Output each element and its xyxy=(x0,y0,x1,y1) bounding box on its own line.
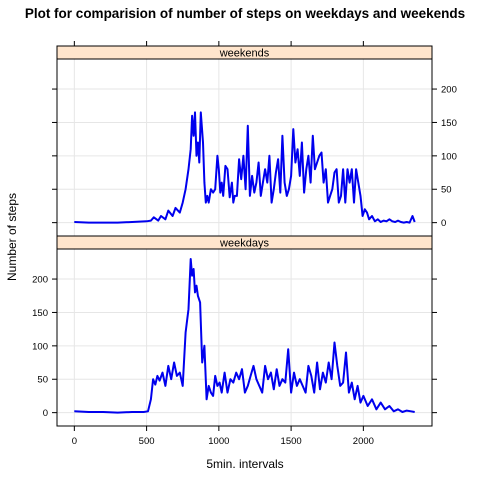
ytick-label-weekdays-200: 200 xyxy=(32,275,48,286)
panel-weekends: weekends 0 50 100 150 200 xyxy=(52,46,457,236)
ytick-label-weekdays-50: 50 xyxy=(37,375,48,386)
chart-title: Plot for comparision of number of steps … xyxy=(25,6,465,21)
ytick-label-weekends-150: 150 xyxy=(441,118,457,129)
panel-frame-weekends xyxy=(57,59,432,236)
strip-label-weekends: weekends xyxy=(219,48,270,60)
panels: weekends 0 50 100 150 200 weekdays 0 50 100 150 200… xyxy=(32,41,457,447)
ytick-label-weekdays-150: 150 xyxy=(32,308,48,319)
ytick-label-weekdays-0: 0 xyxy=(43,408,48,419)
panel-frame-weekdays xyxy=(57,249,432,426)
strip-label-weekdays: weekdays xyxy=(219,238,269,250)
y-axis-label: Number of steps xyxy=(5,193,19,281)
x-axis-label: 5min. intervals xyxy=(206,457,283,471)
ytick-label-weekends-200: 200 xyxy=(441,85,457,96)
xtick-label-2000: 2000 xyxy=(353,436,374,447)
ytick-label-weekends-100: 100 xyxy=(441,151,457,162)
xtick-label-500: 500 xyxy=(139,436,155,447)
xtick-label-0: 0 xyxy=(72,436,77,447)
ytick-label-weekends-0: 0 xyxy=(441,218,446,229)
ytick-label-weekdays-100: 100 xyxy=(32,341,48,352)
xtick-label-1000: 1000 xyxy=(208,436,229,447)
xtick-label-1500: 1500 xyxy=(281,436,302,447)
ytick-label-weekends-50: 50 xyxy=(441,185,452,196)
panel-weekdays: weekdays 0 50 100 150 200 xyxy=(32,236,437,426)
